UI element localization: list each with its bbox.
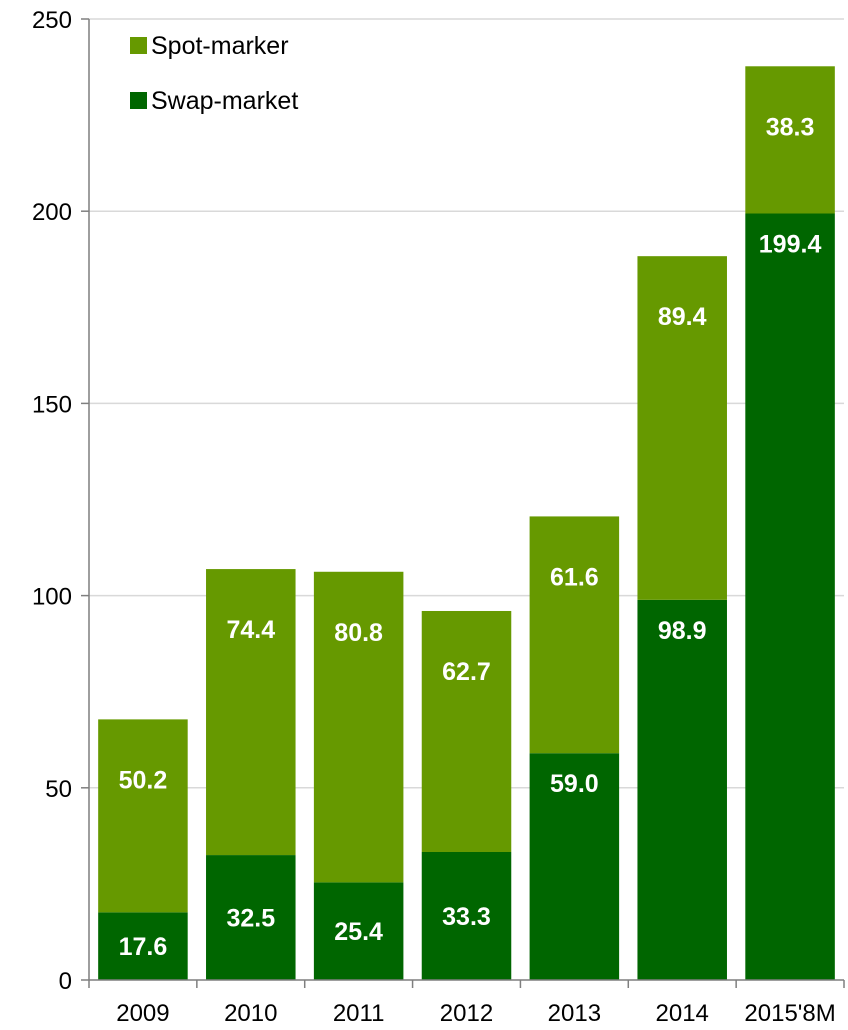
bar-spot-marker-2009 <box>98 719 188 913</box>
axes: 0 50 100 150 200 250 2009 2010 2011 2012 2013 2014 2… <box>32 7 845 1027</box>
x-tick-label-2012: 2012 <box>440 1000 493 1027</box>
bar-spot-marker-2012 <box>421 610 512 852</box>
data-label-swap-market-2013: 59.0 <box>550 770 599 798</box>
x-tick-label-2010: 2010 <box>224 1000 277 1027</box>
bar-swap-market-2011 <box>313 882 404 980</box>
bar-spot-marker-2015'8M <box>745 66 835 214</box>
bar-swap-market-2013 <box>529 753 620 980</box>
legend-swatch-spot-marker <box>130 37 147 54</box>
bars <box>98 66 835 980</box>
y-tick-label-50: 50 <box>45 776 72 803</box>
data-label-spot-marker-2012: 62.7 <box>442 658 491 686</box>
bar-swap-market-2009 <box>98 912 188 980</box>
data-label-spot-marker-2011: 80.8 <box>334 619 383 647</box>
legend-label-swap-market: Swap-market <box>151 87 298 115</box>
y-tick-label-150: 150 <box>32 391 72 418</box>
y-tick-label-0: 0 <box>59 968 72 995</box>
bar-spot-marker-2014 <box>637 256 727 600</box>
x-tick-label-2009: 2009 <box>116 1000 169 1027</box>
bar-swap-market-2014 <box>637 599 727 980</box>
data-labels: 17.6 32.5 25.4 33.3 59.0 98.9 199.4 50.2 74.4 80.… <box>119 113 822 961</box>
legend-swatch-swap-market <box>130 92 147 109</box>
data-label-spot-marker-2014: 89.4 <box>658 303 707 331</box>
bar-swap-market-2012 <box>421 851 512 980</box>
bar-swap-market-2010 <box>206 855 296 980</box>
data-label-spot-marker-2013: 61.6 <box>550 563 599 591</box>
bar-swap-market-2015'8M <box>745 213 835 980</box>
bar-spot-marker-2011 <box>313 571 404 883</box>
bar-spot-marker-2010 <box>206 569 296 856</box>
data-label-spot-marker-2010: 74.4 <box>226 616 275 644</box>
data-label-swap-market-2010: 32.5 <box>226 905 275 933</box>
legend-label-spot-marker: Spot-marker <box>151 32 289 60</box>
data-label-swap-market-2014: 98.9 <box>658 617 707 645</box>
bar-spot-marker-2013 <box>529 516 620 754</box>
legend: Spot-marker Swap-market <box>130 32 298 115</box>
data-label-swap-market-2015'8M: 199.4 <box>759 231 822 259</box>
x-tick-label-2015'8M: 2015'8M <box>744 1000 835 1027</box>
data-label-swap-market-2011: 25.4 <box>334 918 383 946</box>
data-label-swap-market-2012: 33.3 <box>442 903 491 931</box>
y-tick-label-200: 200 <box>32 199 72 226</box>
data-label-spot-marker-2015'8M: 38.3 <box>766 113 815 141</box>
x-tick-label-2014: 2014 <box>656 1000 709 1027</box>
x-tick-label-2013: 2013 <box>548 1000 601 1027</box>
data-label-spot-marker-2009: 50.2 <box>119 766 168 794</box>
data-label-swap-market-2009: 17.6 <box>119 933 168 961</box>
x-tick-label-2011: 2011 <box>333 1000 385 1027</box>
y-tick-label-250: 250 <box>32 7 72 34</box>
y-tick-label-100: 100 <box>32 584 72 611</box>
